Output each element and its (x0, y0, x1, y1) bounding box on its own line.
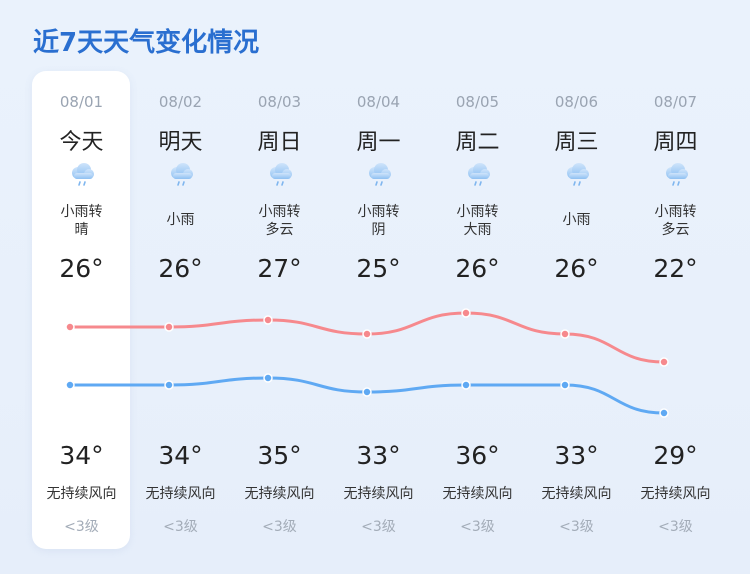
wind-direction: 无持续风向 (442, 486, 513, 502)
forecast-day-column[interactable]: 08/05 周二 小雨转 大雨 26° 36 (428, 0, 527, 574)
forecast-day-label: 周四 (653, 130, 698, 155)
lower-line-point (65, 380, 75, 390)
forecast-day-column[interactable]: 08/01 今天 小雨转 晴 26° 34° (32, 0, 131, 574)
forecast-day-label: 明天 (158, 130, 203, 155)
low-temperature-label: 34° (59, 441, 104, 470)
wind-direction: 无持续风向 (640, 486, 711, 502)
forecast-condition: 小雨转 阴 (329, 203, 428, 239)
forecast-day-label: 今天 (59, 130, 104, 155)
low-temperature-label: 34° (158, 441, 203, 470)
forecast-condition: 小雨转 多云 (230, 203, 329, 239)
wind-direction: 无持续风向 (46, 486, 117, 502)
forecast-day-column[interactable]: 08/07 周四 小雨转 多云 22° 29 (626, 0, 725, 574)
wind-direction: 无持续风向 (244, 486, 315, 502)
high-temperature-label: 26° (158, 254, 203, 283)
forecast-condition: 小雨 (131, 211, 230, 229)
forecast-date: 08/04 (356, 93, 401, 111)
high-temperature-label: 26° (554, 254, 599, 283)
today-highlight-card (32, 71, 130, 549)
upper-line-point (164, 322, 174, 332)
page-title: 近7天天气变化情况 (33, 28, 260, 58)
forecast-date: 08/05 (455, 93, 500, 111)
upper-line-point (263, 315, 273, 325)
forecast-condition: 小雨 (527, 211, 626, 229)
lower-line-point (362, 387, 372, 397)
wind-level: <3级 (262, 519, 297, 535)
condition-line-1: 小雨转 (357, 204, 400, 220)
wind-level: <3级 (361, 519, 396, 535)
forecast-condition: 小雨转 多云 (626, 203, 725, 239)
condition-line-1: 小雨转 (258, 204, 301, 220)
lower-line-point (164, 380, 174, 390)
condition-line-2: 多云 (265, 222, 294, 238)
high-temperature-label: 25° (356, 254, 401, 283)
low-temperature-label: 36° (455, 441, 500, 470)
rain-cloud-icon (428, 159, 527, 189)
forecast-day-column[interactable]: 08/06 周三 小雨 26° 33° (527, 0, 626, 574)
condition-line-2: 大雨 (463, 222, 492, 238)
wind-level: <3级 (658, 519, 693, 535)
high-temperature-label: 22° (653, 254, 698, 283)
high-temperature-label: 27° (257, 254, 302, 283)
forecast-date: 08/06 (554, 93, 599, 111)
wind-level: <3级 (559, 519, 594, 535)
forecast-day-label: 周日 (257, 130, 302, 155)
low-temperature-label: 35° (257, 441, 302, 470)
wind-direction: 无持续风向 (541, 486, 612, 502)
upper-line-point (461, 308, 471, 318)
wind-level: <3级 (163, 519, 198, 535)
rain-cloud-icon (131, 159, 230, 189)
rain-cloud-icon (527, 159, 626, 189)
lower-line-point (659, 408, 669, 418)
lower-line-point (560, 380, 570, 390)
forecast-condition: 小雨转 晴 (32, 203, 131, 239)
condition-line-1: 小雨转 (654, 204, 697, 220)
upper-line-point (560, 329, 570, 339)
forecast-date: 08/03 (257, 93, 302, 111)
low-temperature-label: 29° (653, 441, 698, 470)
condition-line-1: 小雨转 (60, 204, 103, 220)
upper-line-point (659, 357, 669, 367)
forecast-day-label: 周一 (356, 130, 401, 155)
lower-line-point (263, 373, 273, 383)
upper-line-point (65, 322, 75, 332)
condition-line-2: 阴 (371, 222, 386, 238)
high-temperature-label: 26° (455, 254, 500, 283)
rain-cloud-icon (32, 159, 131, 189)
condition-line-2: 多云 (661, 222, 690, 238)
rain-cloud-icon (329, 159, 428, 189)
forecast-date: 08/02 (158, 93, 203, 111)
low-temperature-label: 33° (356, 441, 401, 470)
forecast-condition: 小雨转 大雨 (428, 203, 527, 239)
forecast-date: 08/01 (59, 93, 104, 111)
forecast-day-column[interactable]: 08/02 明天 小雨 26° 34° (131, 0, 230, 574)
condition-line-2: 晴 (74, 222, 89, 238)
forecast-day-label: 周二 (455, 130, 500, 155)
lower-line-point (461, 380, 471, 390)
rain-cloud-icon (626, 159, 725, 189)
condition-line-1: 小雨转 (456, 204, 499, 220)
high-temperature-label: 26° (59, 254, 104, 283)
wind-level: <3级 (460, 519, 495, 535)
rain-cloud-icon (230, 159, 329, 189)
forecast-day-column[interactable]: 08/03 周日 小雨转 多云 27° 35 (230, 0, 329, 574)
wind-level: <3级 (64, 519, 99, 535)
condition-line-1: 小雨 (562, 212, 591, 228)
wind-direction: 无持续风向 (145, 486, 216, 502)
low-temperature-label: 33° (554, 441, 599, 470)
forecast-date: 08/07 (653, 93, 698, 111)
condition-line-1: 小雨 (166, 212, 195, 228)
forecast-day-label: 周三 (554, 130, 599, 155)
forecast-day-column[interactable]: 08/04 周一 小雨转 阴 25° 33° (329, 0, 428, 574)
upper-line-point (362, 329, 372, 339)
wind-direction: 无持续风向 (343, 486, 414, 502)
